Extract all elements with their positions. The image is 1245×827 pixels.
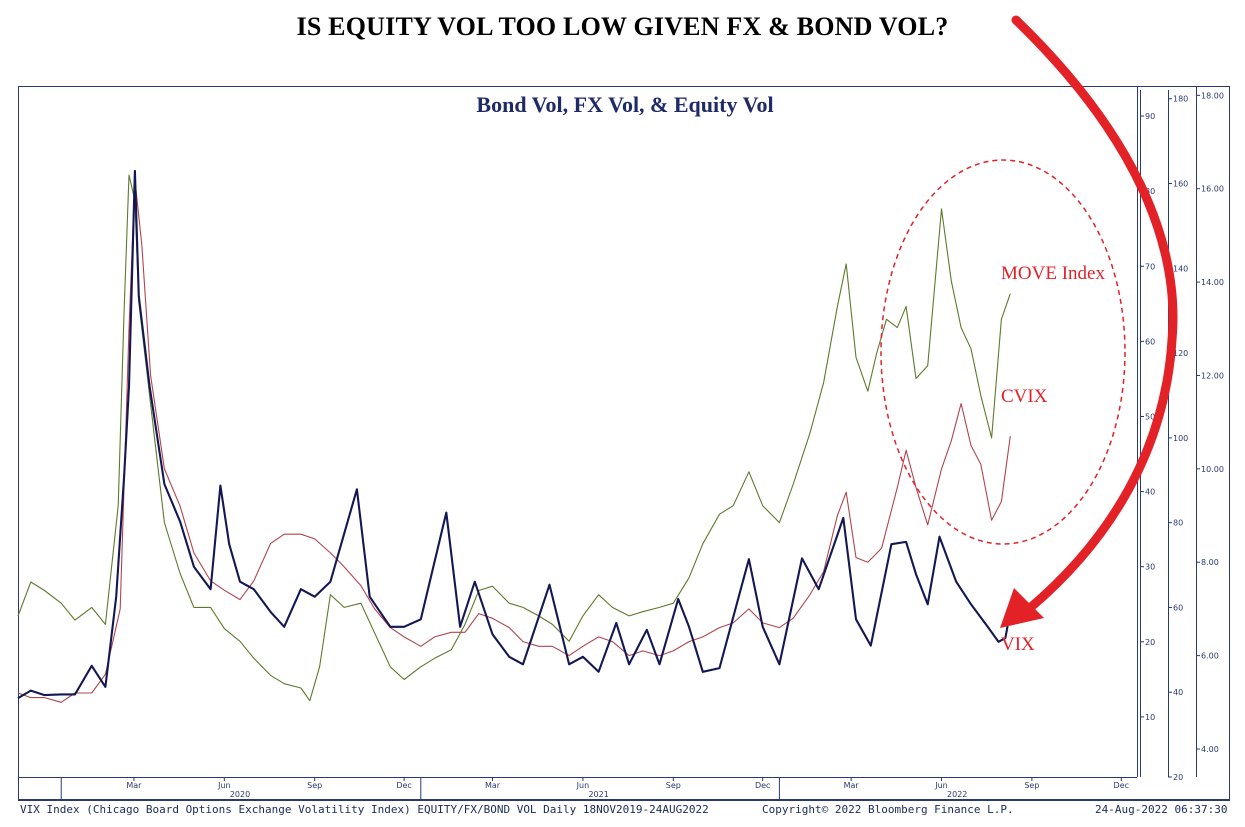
cvix-axis-label: 18.00 <box>1201 91 1224 100</box>
move-axis-label: 80 <box>1173 519 1183 528</box>
chart-title: Bond Vol, FX Vol, & Equity Vol <box>476 92 773 117</box>
red-arrow-head <box>1000 588 1044 628</box>
x-year-label: 2021 <box>588 790 608 799</box>
footer-description: VIX Index (Chicago Board Options Exchang… <box>20 803 709 816</box>
x-tick-label: Dec <box>396 781 411 790</box>
move-axis-label: 140 <box>1173 264 1188 273</box>
vix-axis-label: 60 <box>1145 337 1155 346</box>
move-index-line <box>17 174 1011 702</box>
cvix-axis-label: 8.00 <box>1201 558 1219 567</box>
vix-axis-label: 70 <box>1145 262 1155 271</box>
x-axis: Mar Jun Sep Dec Mar Jun Sep Dec Mar Jun Sep Dec 2020… <box>60 777 1129 799</box>
annotation-move: MOVE Index <box>1001 263 1105 284</box>
x-tick-label: Sep <box>307 781 322 790</box>
footer-copyright: Copyright© 2022 Bloomberg Finance L.P. <box>762 803 1014 816</box>
annotation-cvix: CVIX <box>1001 386 1048 407</box>
cvix-axis-label: 6.00 <box>1201 652 1219 661</box>
x-tick-label: Jun <box>934 781 948 790</box>
move-axis-label: 60 <box>1173 603 1183 612</box>
cvix-axis-label: 14.00 <box>1201 278 1224 287</box>
cvix-axis-label: 10.00 <box>1201 465 1224 474</box>
vix-line <box>17 169 1012 700</box>
cvix-axis-label: 16.00 <box>1201 185 1224 194</box>
x-tick-label: Sep <box>1024 781 1039 790</box>
x-year-label: 2022 <box>947 790 967 799</box>
vix-axis-label: 20 <box>1145 638 1155 647</box>
move-axis-label: 160 <box>1173 180 1188 189</box>
move-axis-label: 100 <box>1173 434 1188 443</box>
move-axis-label: 120 <box>1173 349 1188 358</box>
x-tick-label: Sep <box>666 781 681 790</box>
cvix-line <box>17 178 1011 703</box>
move-axis-label: 20 <box>1173 773 1183 782</box>
x-tick-label: Jun <box>217 781 231 790</box>
vix-axis-label: 50 <box>1145 412 1155 421</box>
x-tick-label: Dec <box>1114 781 1129 790</box>
x-tick-label: Mar <box>126 781 142 790</box>
vix-axis-label: 10 <box>1145 713 1155 722</box>
x-tick-label: Jun <box>576 781 590 790</box>
vix-axis-label: 90 <box>1145 112 1155 121</box>
footer-timestamp: 24-Aug-2022 06:37:30 <box>1095 803 1228 816</box>
vix-axis-label: 80 <box>1145 187 1155 196</box>
y-axes: 10 20 30 40 50 60 70 80 90 20 40 60 80 100 120 140 160 18… <box>1140 91 1224 782</box>
vix-axis-label: 40 <box>1145 488 1155 497</box>
highlight-ellipse <box>880 159 1126 545</box>
x-tick-label: Mar <box>485 781 501 790</box>
x-tick-label: Dec <box>755 781 770 790</box>
red-arrow <box>1011 15 1178 613</box>
cvix-axis-label: 4.00 <box>1201 745 1219 754</box>
x-tick-label: Mar <box>844 781 860 790</box>
move-axis-label: 180 <box>1173 95 1188 104</box>
move-axis-label: 40 <box>1173 688 1183 697</box>
headline: IS EQUITY VOL TOO LOW GIVEN FX & BOND VO… <box>296 12 949 41</box>
x-year-label: 2020 <box>230 790 250 799</box>
cvix-axis-label: 12.00 <box>1201 371 1224 380</box>
annotation-vix: VIX <box>1001 634 1035 655</box>
series-lines <box>17 169 1012 703</box>
plot-frame <box>18 86 1230 800</box>
vix-axis-label: 30 <box>1145 563 1155 572</box>
